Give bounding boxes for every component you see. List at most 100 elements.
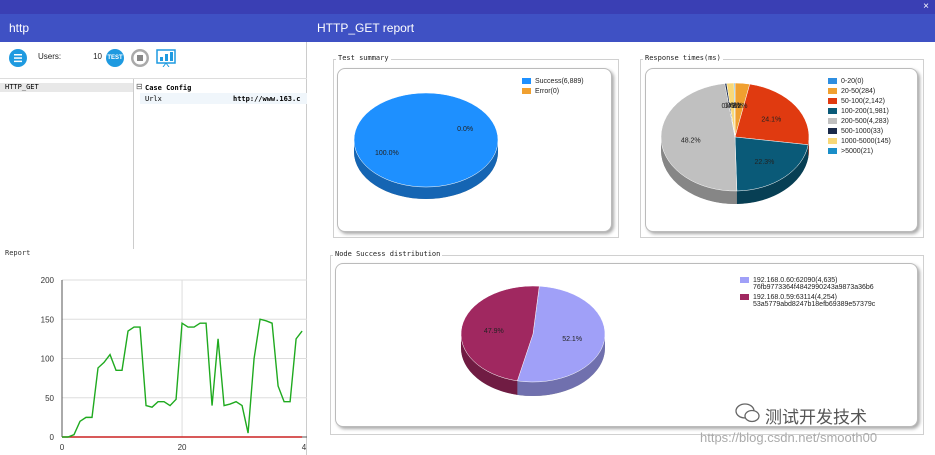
- legend-sublabel: 53a5779abd8247b18efb69389e57379c: [753, 301, 876, 308]
- node-success-pie: 52.1% 47.9%: [460, 285, 606, 396]
- left-header: http: [0, 14, 307, 42]
- config-row: [140, 93, 307, 104]
- legend-item: 192.168.0.59:63114(4,254) 53a5779abd8247b…: [740, 294, 875, 308]
- legend-swatch: [740, 277, 749, 284]
- legend-item: 500-1000(33): [828, 128, 883, 135]
- pie-slice: [734, 136, 809, 192]
- pie-slice: [460, 285, 540, 382]
- legend-item: 192.168.0.60:62090(4,635) 76fb9773364f484…: [740, 277, 874, 291]
- legend-swatch: [828, 78, 837, 85]
- legend-sublabel: 76fb9773364f4842990243a9873a36b6: [753, 284, 874, 291]
- tree-divider: [133, 79, 134, 249]
- wechat-icon: [735, 403, 760, 423]
- pie-slice: [734, 83, 810, 146]
- node-success-panel: [335, 263, 918, 427]
- pie-side: [517, 334, 605, 396]
- right-header: HTTP_GET report: [307, 14, 935, 42]
- x-tick-label: 20: [178, 443, 187, 452]
- config-title: Case Config: [145, 84, 192, 92]
- legend-swatch: [828, 88, 837, 95]
- report-label: Report: [5, 249, 31, 257]
- test-label: TEST: [107, 55, 123, 61]
- test-button[interactable]: TEST: [106, 49, 124, 67]
- pie-slice: [733, 82, 736, 138]
- window-titlebar: ×: [0, 0, 935, 14]
- x-tick-label: 4: [302, 443, 307, 452]
- url-key: Urlx: [145, 95, 162, 103]
- node-success-title: Node Success distribution: [333, 250, 443, 258]
- pie-slice-label: 0.2%: [727, 103, 743, 110]
- response-times-frame: [640, 59, 924, 238]
- legend-swatch: [522, 78, 531, 85]
- legend-item: >5000(21): [828, 148, 873, 155]
- pie-slice-label: 22.3%: [755, 159, 775, 166]
- y-tick-label: 200: [41, 276, 55, 285]
- case-tree: HTTP_GET ⊟ Case Config Urlx http://www.1…: [0, 78, 307, 249]
- legend-item: 100-200(1,981): [828, 108, 889, 115]
- legend-label: >5000(21): [841, 148, 874, 155]
- legend-item: 200-500(4,283): [828, 118, 889, 125]
- legend-item: 20-50(284): [828, 88, 875, 95]
- pie-side: [461, 334, 518, 395]
- pie-slice: [517, 285, 606, 383]
- tree-item-http-get[interactable]: HTTP_GET: [0, 83, 133, 92]
- y-tick-label: 150: [41, 315, 55, 324]
- legend-label: 200-500(4,283): [841, 118, 889, 125]
- pie-slice: [353, 92, 499, 188]
- legend-label: 192.168.0.59:63114(4,254): [753, 294, 837, 301]
- pie-slice-label: 24.1%: [761, 116, 781, 123]
- node-success-frame: [330, 255, 924, 435]
- toolbar: Users: 10 TEST: [0, 44, 306, 72]
- url-value[interactable]: http://www.163.c: [233, 95, 301, 103]
- pie-slice-label: 48.2%: [681, 138, 701, 145]
- legend-label: 1000-5000(145): [841, 138, 891, 145]
- close-icon[interactable]: ×: [923, 1, 929, 12]
- pie-slice-label: 1.6%: [724, 103, 740, 110]
- pie-slice-label: 52.1%: [562, 336, 582, 343]
- pie-slice-label: 0.0%: [457, 126, 473, 133]
- y-tick-label: 0: [50, 433, 55, 442]
- pie-slice-label: 47.9%: [484, 328, 504, 335]
- legend-label: Error(0): [535, 88, 560, 95]
- pie-slice-label: 100.0%: [375, 150, 399, 157]
- users-label: Users:: [38, 52, 62, 61]
- test-summary-pie: 100.0% 0.0%: [353, 92, 499, 199]
- legend-label: 20-50(284): [841, 88, 876, 95]
- collapse-icon[interactable]: ⊟: [136, 82, 143, 91]
- legend-label: Success(6,889): [535, 78, 584, 85]
- pie-slice-label: 3.2%: [731, 103, 747, 110]
- refresh-icon[interactable]: [9, 49, 27, 67]
- legend-label: 100-200(1,981): [841, 108, 889, 115]
- series-line: [62, 318, 303, 438]
- watermark-brand: 测试开发技术: [765, 408, 867, 427]
- legend-label: 50-100(2,142): [841, 98, 885, 105]
- legend-label: 500-1000(33): [841, 128, 884, 135]
- legend-item: 1000-5000(145): [828, 138, 891, 145]
- users-input[interactable]: 10: [93, 52, 102, 61]
- legend-item: 50-100(2,142): [828, 98, 885, 105]
- report-icon[interactable]: [156, 49, 176, 68]
- report-line-chart: 200 150 100 50 00 20 4: [41, 276, 307, 452]
- test-summary-frame: [333, 59, 619, 238]
- legend-swatch: [828, 108, 837, 115]
- stop-icon[interactable]: [131, 49, 149, 67]
- legend-item: Success(6,889): [522, 78, 584, 85]
- legend-item: Error(0): [522, 88, 559, 95]
- response-times-pie: 3.2% 24.1% 22.3% 48.2% 0.4%1.6%0.2%: [660, 82, 810, 204]
- pie-side: [661, 137, 737, 204]
- legend-item: 0-20(0): [828, 78, 864, 85]
- pie-side: [354, 140, 498, 199]
- legend-swatch: [828, 138, 837, 145]
- legend-swatch: [828, 118, 837, 125]
- legend-swatch: [828, 148, 837, 155]
- pie-slice: [660, 83, 738, 192]
- y-tick-label: 50: [45, 394, 54, 403]
- pie-slice-label: 0.4%: [721, 103, 737, 110]
- response-times-title: Response times(ms): [643, 54, 723, 62]
- left-pane: [0, 42, 307, 455]
- legend-label: 0-20(0): [841, 78, 864, 85]
- watermark-url: https://blog.csdn.net/smooth00: [700, 430, 878, 445]
- legend-swatch: [740, 294, 749, 301]
- legend-swatch: [522, 88, 531, 95]
- test-summary-title: Test summary: [336, 54, 391, 62]
